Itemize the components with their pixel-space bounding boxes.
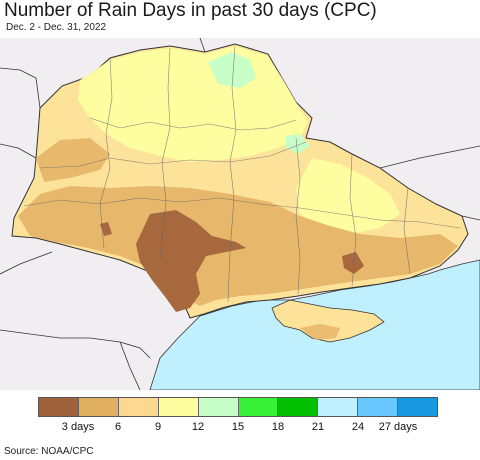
crimea-south-tan [300, 324, 340, 340]
oblast-borders [23, 45, 461, 303]
green-patch-east [286, 134, 310, 154]
country-borders [0, 38, 480, 390]
date-range: Dec. 2 - Dec. 31, 2022 [6, 22, 107, 33]
legend-color-bar [38, 397, 438, 417]
legend-swatch [318, 398, 359, 416]
legend-swatch [158, 398, 199, 416]
legend-swatch [238, 398, 279, 416]
legend-label: 6 [114, 421, 122, 433]
legend-swatch [278, 398, 319, 416]
legend-label: 15 [231, 421, 245, 433]
legend-label: 9 [154, 421, 162, 433]
map-title: Number of Rain Days in past 30 days (CPC… [4, 0, 377, 21]
legend-labels: 3 days 6 9 12 15 18 21 24 27 days [38, 421, 438, 435]
green-patch-north [208, 52, 256, 88]
legend-label: 24 [351, 421, 365, 433]
legend-swatch [358, 398, 399, 416]
legend-swatch [78, 398, 119, 416]
brown-spot-east [342, 252, 364, 274]
brown-zone-odesa [136, 210, 246, 312]
legend-label: 3 days [61, 421, 95, 433]
rain-days-map [0, 38, 480, 390]
crimea [271, 299, 385, 343]
tan-zone-west [36, 138, 110, 182]
legend-label: 27 days [378, 421, 418, 433]
legend-swatch [118, 398, 159, 416]
legend-swatch [39, 398, 79, 416]
source-credit: Source: NOAA/CPC [4, 446, 94, 457]
legend-label: 21 [311, 421, 325, 433]
yellow-zone-east [296, 158, 400, 234]
legend-swatch [398, 398, 438, 416]
legend-label: 18 [271, 421, 285, 433]
legend-label: 12 [191, 421, 205, 433]
brown-spot-west [100, 222, 112, 236]
legend-swatch [198, 398, 239, 416]
